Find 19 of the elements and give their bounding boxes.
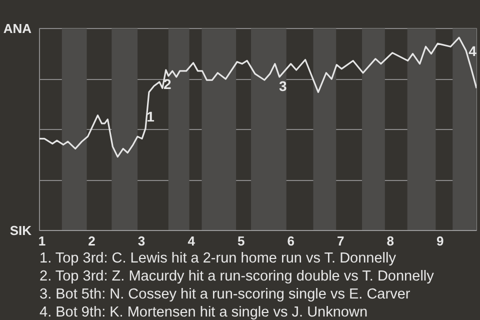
x-tick-label: 3 [138,234,146,248]
x-tick-label: 8 [386,234,394,248]
annotation: 2 [164,76,172,92]
annotation: 4 [468,43,477,60]
text: 1. Top 3rd: C. Lewis hit a 2-run home run vs T. Donnelly [40,250,397,266]
text: ANA [3,21,32,36]
text: SIK [10,223,32,238]
x-tick-label: 5 [237,234,245,248]
x-tick-label: 4 [188,234,196,248]
x-tick-label: 6 [287,234,294,248]
x-tick-label: 9 [436,234,444,248]
annotation: 3 [278,78,287,94]
text: 4. Bot 9th: K. Mortensen hit a single vs J. Unknown [40,304,368,320]
annotation: 1 [146,108,155,124]
x-tick-label: 7 [337,234,344,248]
x-tick-label: 2 [88,234,96,248]
text: 3. Bot 5th: N. Cossey hit a run-scoring single vs E. Carver [40,286,410,302]
x-tick-label: 1 [38,234,46,248]
text: 2. Top 3rd: Z. Macurdy hit a run-scoring double vs T. Donnelly [40,268,435,284]
